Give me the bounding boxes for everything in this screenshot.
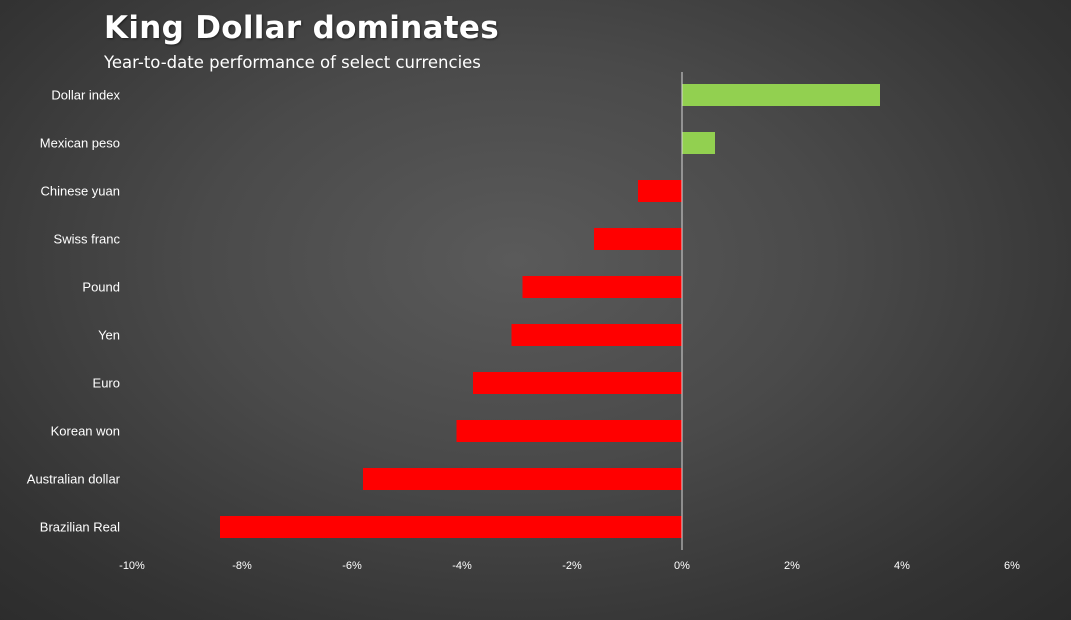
bar-dollar-index	[682, 84, 880, 106]
x-tick-label: -10%	[119, 560, 145, 572]
x-tick-label: 0%	[674, 560, 690, 572]
bar-brazilian-real	[220, 516, 682, 538]
x-tick-label: -4%	[452, 560, 472, 572]
bar-swiss-franc	[594, 228, 682, 250]
category-label: Dollar index	[51, 88, 120, 103]
category-label: Pound	[82, 280, 120, 295]
category-label: Chinese yuan	[41, 184, 121, 199]
category-label: Korean won	[51, 424, 120, 439]
x-tick-label: 2%	[784, 560, 800, 572]
category-label: Swiss franc	[54, 232, 121, 247]
chart-subtitle: Year-to-date performance of select curre…	[104, 53, 481, 72]
bar-yen	[511, 324, 682, 346]
category-label: Brazilian Real	[40, 520, 120, 535]
x-tick-label: -6%	[342, 560, 362, 572]
x-tick-label: -2%	[562, 560, 582, 572]
category-label: Yen	[98, 328, 120, 343]
bar-korean-won	[456, 420, 682, 442]
category-label: Mexican peso	[40, 136, 120, 151]
x-tick-label: 6%	[1004, 560, 1020, 572]
category-label: Euro	[93, 376, 120, 391]
bar-euro	[473, 372, 682, 394]
category-label: Australian dollar	[27, 472, 121, 487]
bar-chinese-yuan	[638, 180, 682, 202]
x-tick-label: 4%	[894, 560, 910, 572]
bar-australian-dollar	[363, 468, 682, 490]
bar-mexican-peso	[682, 132, 715, 154]
x-tick-label: -8%	[232, 560, 252, 572]
bar-pound	[522, 276, 682, 298]
chart-title: King Dollar dominates	[104, 10, 499, 46]
